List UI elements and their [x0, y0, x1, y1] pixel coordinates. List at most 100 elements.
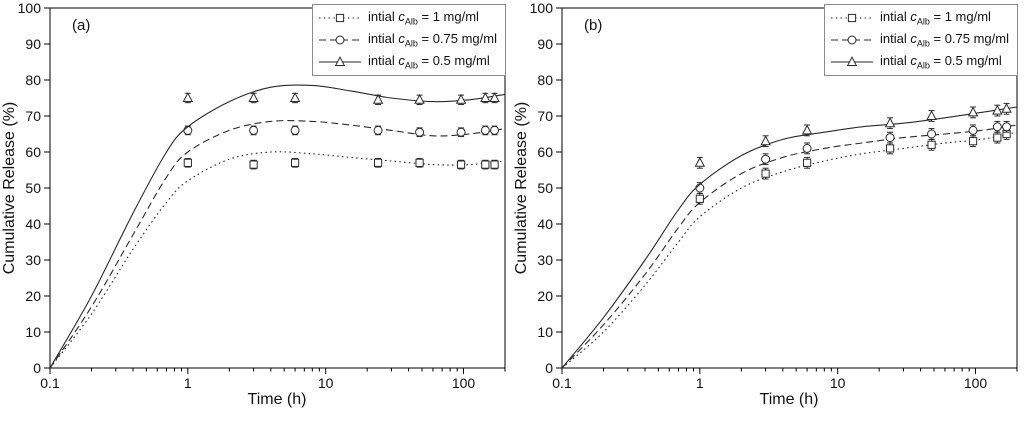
- plot-area-a: 0.1 1 10 100 0 10 20 30 40 50 60 70 80 90 100: [18, 0, 506, 391]
- triangle-marker: [801, 124, 813, 135]
- circle-marker: [992, 122, 1002, 132]
- y-tick-label: 100: [18, 0, 42, 16]
- panel-a: 0.1 1 10 100 0 10 20 30 40 50 60 70 80 90 100 Cumulati…: [1, 0, 506, 408]
- y-tick-label: 90: [537, 36, 553, 52]
- square-marker: [456, 160, 466, 169]
- triangle-marker: [992, 104, 1003, 115]
- circle-marker: [373, 125, 383, 135]
- triangle-marker: [334, 56, 346, 66]
- plot-b: 0.1 1 10 100 0 10 20 30 40 50 60 70 80 90 100 Cumulati…: [513, 0, 1018, 408]
- y-tick-label: 10: [25, 324, 41, 340]
- y-tick-label: 100: [530, 0, 554, 16]
- y-tick-label: 90: [25, 36, 41, 52]
- series-curve-square: [49, 151, 506, 369]
- circle-marker: [415, 127, 425, 137]
- series-curve-triangle: [561, 106, 1018, 369]
- y-tick-label: 80: [25, 72, 41, 88]
- triangle-marker: [846, 56, 858, 66]
- triangle-marker: [926, 110, 937, 120]
- x-tick-label: 0.1: [552, 375, 572, 391]
- series-curve-square: [561, 131, 1018, 369]
- y-tick-label: 60: [537, 144, 553, 160]
- y-tick-label: 30: [25, 252, 41, 268]
- x-axis-title: Time (h): [760, 391, 819, 408]
- y-tick-label: 20: [537, 288, 553, 304]
- y-tick-label: 50: [537, 180, 553, 196]
- circle-marker: [456, 127, 466, 137]
- square-marker: [802, 158, 812, 167]
- legend-item-label: intial cAlb = 0.75 mg/ml: [880, 31, 1009, 49]
- legend-sample-triangle: [319, 56, 361, 66]
- legend-item: intial cAlb = 0.75 mg/ml: [829, 29, 1009, 51]
- x-tick-label: 10: [318, 375, 334, 391]
- square-marker: [993, 133, 1002, 142]
- triangle-marker: [489, 92, 500, 102]
- y-tick-label: 80: [537, 72, 553, 88]
- legend-item: intial cAlb = 1 mg/ml: [317, 7, 497, 29]
- circle-marker: [249, 125, 259, 135]
- y-tick-label: 40: [537, 216, 553, 232]
- legend-item-label: intial cAlb = 0.5 mg/ml: [880, 53, 1002, 71]
- circle-marker: [968, 125, 978, 135]
- x-tick-label: 1: [696, 375, 704, 391]
- plot-area-b: 0.1 1 10 100 0 10 20 30 40 50 60 70 80 90 100: [530, 0, 1018, 391]
- legend-item: intial cAlb = 0.75 mg/ml: [317, 29, 497, 51]
- x-tick-label: 1: [184, 375, 192, 391]
- y-tick-label: 70: [537, 108, 553, 124]
- legend-a: intial cAlb = 1 mg/ml intial cAlb = 0.75 …: [312, 4, 506, 76]
- circle-marker: [335, 35, 345, 45]
- triangle-marker: [372, 93, 384, 104]
- legend-item-label: intial cAlb = 0.75 mg/ml: [368, 31, 497, 49]
- panel-b: 0.1 1 10 100 0 10 20 30 40 50 60 70 80 90 100 Cumulati…: [512, 0, 1024, 422]
- legend-item: intial cAlb = 1 mg/ml: [829, 7, 1009, 29]
- square-marker: [761, 169, 770, 178]
- triangle-marker: [884, 117, 896, 128]
- legend-item: intial cAlb = 0.5 mg/ml: [829, 51, 1009, 73]
- square-marker: [885, 144, 895, 153]
- y-tick-label: 10: [537, 324, 553, 340]
- x-tick-label: 100: [964, 375, 988, 391]
- y-axis-title: Cumulative Release (%): [1, 102, 18, 275]
- circle-marker: [1002, 122, 1012, 132]
- x-tick-label: 0.1: [40, 375, 60, 391]
- circle-marker: [695, 183, 705, 193]
- triangle-marker: [248, 92, 259, 102]
- circle-marker: [847, 35, 857, 45]
- y-tick-label: 70: [25, 108, 41, 124]
- square-marker: [481, 160, 490, 169]
- y-axis-title: Cumulative Release (%): [513, 102, 530, 275]
- triangle-marker: [760, 135, 771, 146]
- triangle-marker: [455, 93, 467, 104]
- legend-item-label: intial cAlb = 1 mg/ml: [368, 9, 479, 27]
- triangle-marker: [694, 156, 706, 167]
- y-tick-label: 0: [33, 360, 41, 376]
- series-curve-triangle: [49, 84, 506, 369]
- square-marker: [490, 160, 499, 169]
- square-marker: [927, 140, 936, 149]
- legend-sample-triangle: [831, 56, 873, 66]
- series-curve-circle: [561, 124, 1018, 369]
- triangle-marker: [182, 92, 194, 102]
- triangle-marker: [289, 92, 301, 102]
- y-tick-label: 30: [537, 252, 553, 268]
- series-curve-circle: [49, 120, 506, 369]
- legend-sample-square: [831, 13, 873, 23]
- triangle-marker: [1001, 102, 1012, 113]
- legend-sample-square: [319, 13, 361, 23]
- legend-sample-circle: [831, 35, 873, 45]
- square-marker: [373, 158, 383, 167]
- square-marker: [968, 137, 978, 146]
- circle-marker: [885, 133, 895, 143]
- triangle-marker: [414, 93, 425, 104]
- legend-sample-circle: [319, 35, 361, 45]
- legend-item: intial cAlb = 0.5 mg/ml: [317, 51, 497, 73]
- square-marker: [249, 160, 258, 169]
- y-tick-label: 40: [25, 216, 41, 232]
- square-marker: [415, 158, 424, 167]
- plot-a: 0.1 1 10 100 0 10 20 30 40 50 60 70 80 90 100 Cumulati…: [1, 0, 506, 408]
- x-axis-title: Time (h): [248, 391, 307, 408]
- square-marker: [847, 13, 857, 23]
- circle-marker: [802, 143, 812, 153]
- x-tick-label: 10: [830, 375, 846, 391]
